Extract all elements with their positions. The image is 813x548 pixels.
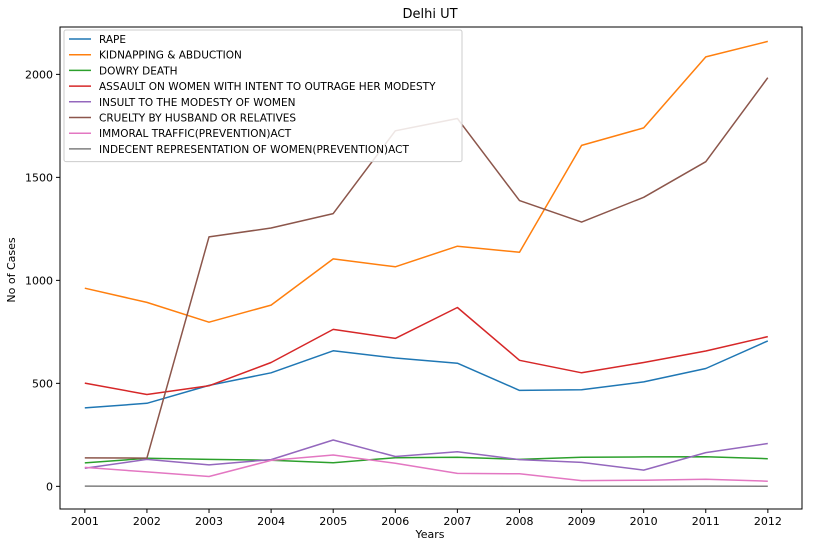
series-line-2 — [84, 455, 768, 464]
x-tick-label: 2012 — [754, 515, 782, 528]
series-line-1 — [84, 40, 768, 323]
x-axis-label: Years — [414, 528, 444, 541]
y-tick-label: 500 — [32, 377, 53, 390]
legend-entry: CRUELTY BY HUSBAND OR RELATIVES — [99, 113, 296, 125]
y-axis-label: No of Cases — [5, 237, 18, 302]
x-tick-label: 2005 — [319, 515, 347, 528]
x-tick-label: 2002 — [133, 515, 161, 528]
y-tick-label: 1500 — [25, 171, 53, 184]
series-lines — [84, 40, 769, 488]
y-axis: 0 500 1000 1500 2000 — [25, 68, 60, 493]
x-tick-label: 2008 — [505, 515, 533, 528]
series-line-4 — [84, 439, 768, 471]
x-tick-label: 2006 — [381, 515, 409, 528]
x-tick-label: 2007 — [443, 515, 471, 528]
legend-entry: INDECENT REPRESENTATION OF WOMEN(PREVENT… — [99, 144, 409, 156]
legend-entry: KIDNAPPING & ABDUCTION — [99, 50, 242, 62]
x-tick-label: 2001 — [71, 515, 99, 528]
y-tick-label: 1000 — [25, 274, 53, 287]
x-tick-label: 2010 — [630, 515, 658, 528]
series-line-6 — [84, 454, 768, 482]
legend-entry: DOWRY DEATH — [99, 65, 178, 77]
x-tick-label: 2011 — [692, 515, 720, 528]
series-line-0 — [84, 340, 769, 409]
series-line-3 — [84, 306, 768, 396]
legend: RAPE KIDNAPPING & ABDUCTION DOWRY DEATH ASS… — [63, 29, 463, 163]
plot-area — [59, 26, 803, 510]
legend-entry: IMMORAL TRAFFIC(PREVENTION)ACT — [99, 128, 292, 140]
x-tick-label: 2004 — [257, 515, 285, 528]
legend-box — [63, 29, 463, 163]
legend-entry: ASSAULT ON WOMEN WITH INTENT TO OUTRAGE … — [99, 81, 436, 93]
x-tick-label: 2009 — [568, 515, 596, 528]
y-tick-label: 0 — [46, 480, 53, 493]
y-tick-label: 2000 — [25, 68, 53, 81]
x-tick-label: 2003 — [195, 515, 223, 528]
chart-title: Delhi UT — [402, 7, 457, 22]
legend-entry: INSULT TO THE MODESTY OF WOMEN — [99, 97, 295, 109]
legend-entry: RAPE — [99, 34, 126, 46]
x-axis: 2001 2002 2003 2004 2005 2006 2007 2008 2009 2010… — [71, 509, 782, 528]
